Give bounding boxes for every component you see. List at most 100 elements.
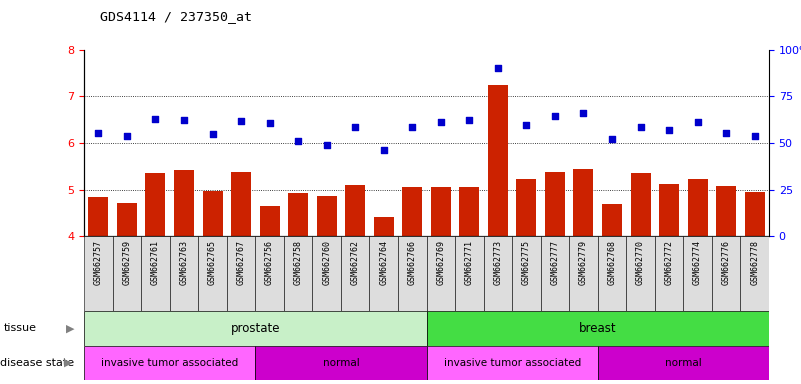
Text: GSM662760: GSM662760 <box>322 240 331 285</box>
Bar <box>598 346 769 380</box>
Text: GSM662771: GSM662771 <box>465 240 474 285</box>
Bar <box>170 236 199 311</box>
Bar <box>426 236 455 311</box>
Bar <box>574 169 594 236</box>
Point <box>149 116 162 122</box>
Bar <box>227 236 256 311</box>
Bar <box>345 185 365 236</box>
Bar <box>256 346 426 380</box>
Bar <box>455 236 484 311</box>
Bar <box>113 236 141 311</box>
Text: GSM662775: GSM662775 <box>522 240 531 285</box>
Point <box>406 124 419 130</box>
Point <box>463 117 476 123</box>
Point <box>377 147 390 153</box>
Text: GSM662776: GSM662776 <box>722 240 731 285</box>
Text: normal: normal <box>323 358 360 368</box>
Point <box>492 65 505 71</box>
Text: disease state: disease state <box>0 358 74 368</box>
Bar <box>117 203 137 236</box>
Bar <box>402 187 422 236</box>
Bar <box>654 236 683 311</box>
Bar <box>84 346 256 380</box>
Bar <box>598 236 626 311</box>
Text: GSM662767: GSM662767 <box>236 240 246 285</box>
Text: normal: normal <box>665 358 702 368</box>
Point <box>235 118 248 124</box>
Bar <box>256 236 284 311</box>
Text: GSM662774: GSM662774 <box>693 240 702 285</box>
Text: ▶: ▶ <box>64 358 73 368</box>
Text: GSM662765: GSM662765 <box>208 240 217 285</box>
Point <box>264 121 276 127</box>
Bar <box>284 236 312 311</box>
Text: GSM662766: GSM662766 <box>408 240 417 285</box>
Point <box>520 122 533 128</box>
Bar <box>683 236 712 311</box>
Text: GSM662759: GSM662759 <box>123 240 131 285</box>
Bar <box>88 197 108 236</box>
Point <box>634 124 647 130</box>
Point <box>206 131 219 137</box>
Text: GSM662762: GSM662762 <box>351 240 360 285</box>
Bar <box>712 236 740 311</box>
Bar <box>146 173 166 236</box>
Bar <box>740 236 769 311</box>
Text: GSM662761: GSM662761 <box>151 240 160 285</box>
Bar <box>316 196 336 236</box>
Text: GSM662772: GSM662772 <box>665 240 674 285</box>
Text: GSM662777: GSM662777 <box>550 240 559 285</box>
Point <box>606 136 618 142</box>
Bar <box>231 172 251 236</box>
Text: GSM662763: GSM662763 <box>179 240 188 285</box>
Point <box>434 119 447 125</box>
Point <box>348 124 361 130</box>
Point <box>320 142 333 149</box>
Bar <box>630 173 650 236</box>
Text: GSM662773: GSM662773 <box>493 240 502 285</box>
Bar <box>687 179 707 236</box>
Bar <box>426 311 769 346</box>
Text: GSM662764: GSM662764 <box>379 240 388 285</box>
Text: GSM662757: GSM662757 <box>94 240 103 285</box>
Text: breast: breast <box>579 322 617 335</box>
Bar <box>199 236 227 311</box>
Text: GSM662758: GSM662758 <box>294 240 303 285</box>
Point <box>577 110 590 116</box>
Text: GSM662770: GSM662770 <box>636 240 645 285</box>
Text: GDS4114 / 237350_at: GDS4114 / 237350_at <box>100 10 252 23</box>
Point <box>691 119 704 125</box>
Bar <box>398 236 426 311</box>
Point <box>292 137 304 144</box>
Text: GSM662779: GSM662779 <box>579 240 588 285</box>
Bar <box>626 236 654 311</box>
Bar <box>484 236 512 311</box>
Text: GSM662778: GSM662778 <box>751 240 759 285</box>
Bar <box>174 170 194 236</box>
Bar <box>260 206 280 236</box>
Point <box>662 127 675 133</box>
Text: invasive tumor associated: invasive tumor associated <box>444 358 581 368</box>
Bar <box>369 236 398 311</box>
Bar <box>203 191 223 236</box>
Bar <box>512 236 541 311</box>
Text: prostate: prostate <box>231 322 280 335</box>
Bar <box>141 236 170 311</box>
Text: GSM662756: GSM662756 <box>265 240 274 285</box>
Bar <box>426 346 598 380</box>
Bar <box>745 192 765 236</box>
Point <box>748 133 761 139</box>
Bar <box>517 179 537 236</box>
Point <box>549 113 562 119</box>
Bar <box>312 236 341 311</box>
Text: GSM662769: GSM662769 <box>437 240 445 285</box>
Text: tissue: tissue <box>4 323 37 333</box>
Bar <box>431 187 451 236</box>
Bar <box>716 186 736 236</box>
Bar <box>288 193 308 236</box>
Bar <box>541 236 570 311</box>
Bar <box>84 311 426 346</box>
Point <box>178 117 191 123</box>
Text: invasive tumor associated: invasive tumor associated <box>101 358 239 368</box>
Bar <box>488 85 508 236</box>
